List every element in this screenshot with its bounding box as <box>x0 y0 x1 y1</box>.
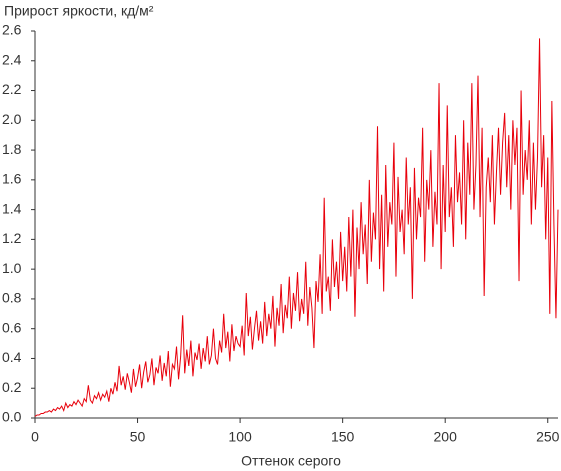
x-tick-label: 200 <box>434 429 458 445</box>
y-tick-label: 1.6 <box>2 171 22 187</box>
y-tick-label: 0.6 <box>2 319 22 335</box>
data-line <box>34 38 559 417</box>
y-tick-label: 0.2 <box>2 379 22 395</box>
y-tick-label: 2.4 <box>2 51 22 67</box>
y-tick-label: 0.8 <box>2 290 22 306</box>
chart-title: Прирост яркости, кд/м² <box>4 3 154 19</box>
y-tick-label: 1.0 <box>2 260 22 276</box>
y-tick-label: 1.8 <box>2 141 22 157</box>
x-tick-label: 0 <box>31 429 39 445</box>
x-tick-label: 150 <box>331 429 355 445</box>
y-tick-label: 0.4 <box>2 349 22 365</box>
y-tick-label: 0.0 <box>2 409 22 425</box>
x-tick-label: 250 <box>536 429 560 445</box>
x-tick-label: 50 <box>130 429 146 445</box>
y-tick-label: 1.4 <box>2 200 22 216</box>
y-tick-label: 2.0 <box>2 111 22 127</box>
y-tick-label: 2.6 <box>2 22 22 38</box>
x-tick-label: 100 <box>228 429 252 445</box>
y-tick-label: 1.2 <box>2 230 22 246</box>
y-tick-label: 2.2 <box>2 81 22 97</box>
x-axis-label: Оттенок серого <box>241 453 341 469</box>
